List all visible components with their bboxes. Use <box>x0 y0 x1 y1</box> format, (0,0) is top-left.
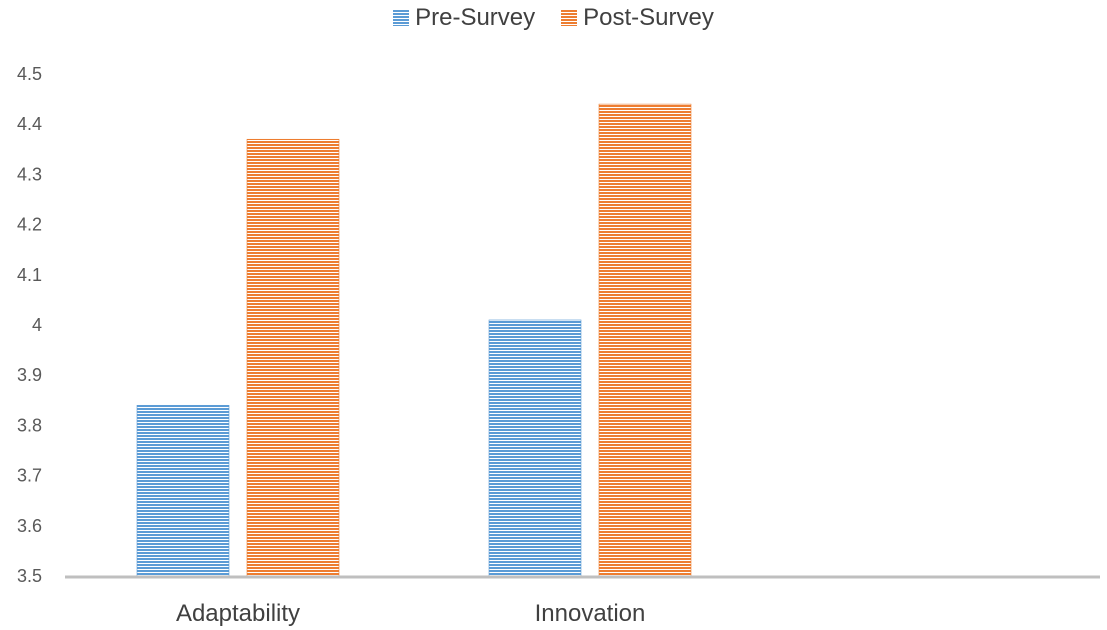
chart-legend: Pre-Survey Post-Survey <box>0 4 1107 32</box>
legend-swatch-pre-survey <box>393 10 410 26</box>
y-tick-label: 4.2 <box>17 215 42 235</box>
bar-pre-survey-adaptability <box>136 405 230 577</box>
x-category-label: Innovation <box>535 600 646 627</box>
legend-swatch-post-survey <box>561 10 578 26</box>
y-tick-label: 4.3 <box>17 164 42 184</box>
legend-item-pre-survey: Pre-Survey <box>393 4 535 32</box>
x-category-label: Adaptability <box>176 600 300 627</box>
legend-label-post-survey: Post-Survey <box>583 4 714 31</box>
y-tick-label: 3.7 <box>17 466 42 486</box>
y-tick-label: 4.1 <box>17 265 42 285</box>
y-tick-label: 4.4 <box>17 114 42 134</box>
y-tick-label: 4.5 <box>17 64 42 84</box>
bar-pre-survey-innovation <box>488 319 582 577</box>
bar-post-survey-innovation <box>598 103 692 577</box>
bar-post-survey-adaptability <box>246 138 340 577</box>
legend-item-post-survey: Post-Survey <box>561 4 714 32</box>
x-axis: Adaptability Innovation <box>65 575 1100 627</box>
y-tick-label: 3.8 <box>17 415 42 435</box>
y-tick-label: 3.5 <box>17 566 42 586</box>
y-tick-label: 3.6 <box>17 516 42 536</box>
y-tick-label: 4 <box>32 315 42 335</box>
bars <box>136 103 692 577</box>
legend-label-pre-survey: Pre-Survey <box>415 4 536 31</box>
y-axis: 3.5 3.6 3.7 3.8 3.9 4 4.1 4.2 4.3 4.4 4.5 <box>17 64 42 586</box>
y-tick-label: 3.9 <box>17 365 42 385</box>
